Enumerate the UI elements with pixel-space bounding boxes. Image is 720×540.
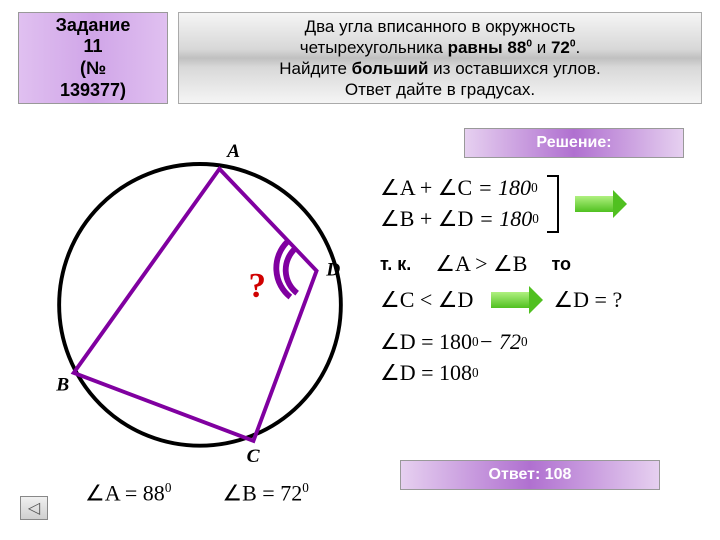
given-angles: ∠A = 880 ∠B = 720: [85, 480, 309, 506]
ineq-row: ∠C < ∠D ∠D = ?: [380, 287, 710, 313]
problem-line2: четырехугольника равны 880 и 720.: [300, 37, 581, 58]
task-line3: (№: [80, 58, 106, 80]
question-mark: ?: [249, 266, 266, 305]
eq-bd: ∠B + ∠D = 1800: [380, 206, 539, 232]
eq-ac: ∠A + ∠C = 1800: [380, 175, 539, 201]
back-button[interactable]: ◁: [20, 496, 48, 520]
since-row: т. к. ∠A > ∠B то: [380, 251, 710, 277]
bracket-icon: [547, 175, 559, 233]
problem-line3: Найдите больший из оставшихся углов.: [279, 58, 601, 79]
label-d: D: [325, 260, 340, 281]
problem-line1: Два угла вписанного в окружность: [305, 16, 576, 37]
circle: [59, 164, 341, 446]
solution-badge: Решение:: [464, 128, 684, 158]
task-line2: 11: [83, 36, 102, 58]
answer-badge: Ответ: 108: [400, 460, 660, 490]
arrow-icon: [491, 292, 529, 308]
task-line4: 139377): [60, 80, 126, 102]
label-a: A: [226, 141, 240, 162]
angle-arc-d: [286, 249, 297, 294]
label-c: C: [247, 446, 261, 467]
back-icon: ◁: [28, 498, 40, 518]
result2: ∠D = 1080: [380, 360, 710, 386]
task-line1: Задание: [56, 15, 131, 37]
task-badge: Задание 11 (№ 139377): [18, 12, 168, 104]
label-b: B: [55, 374, 69, 395]
problem-line4: Ответ дайте в градусах.: [345, 79, 535, 100]
solution-math: ∠A + ∠C = 1800 ∠B + ∠D = 1800 т. к. ∠A >…: [380, 170, 710, 391]
inscribed-quadrilateral: [74, 169, 317, 441]
result1: ∠D = 1800 − 720: [380, 329, 710, 355]
arrow-icon: [575, 196, 613, 212]
problem-text: Два угла вписанного в окружность четырех…: [178, 12, 702, 104]
geometry-diagram: A D C B ?: [30, 130, 370, 470]
